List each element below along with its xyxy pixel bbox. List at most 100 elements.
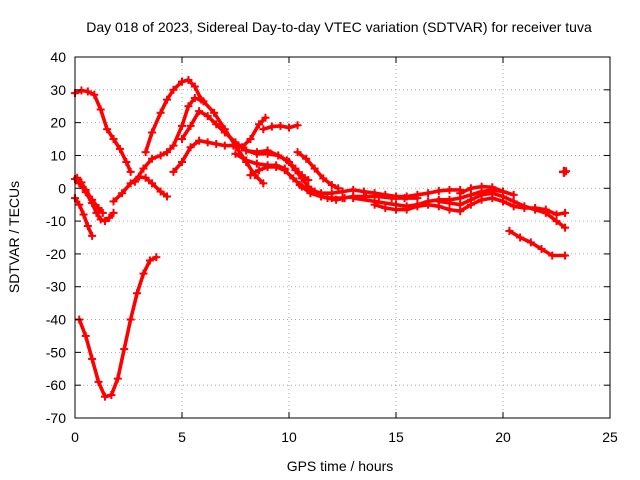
y-tick-label: 40 <box>50 49 66 65</box>
data-point <box>120 345 129 354</box>
data-point <box>83 87 92 96</box>
y-tick-label: -50 <box>46 344 66 360</box>
data-point <box>178 158 186 167</box>
data-point <box>327 189 336 198</box>
data-point <box>505 226 514 235</box>
y-tick-label: 0 <box>58 180 66 196</box>
data-point <box>109 135 118 144</box>
plot-area <box>71 75 571 401</box>
y-tick-label: -70 <box>46 410 66 426</box>
data-point <box>139 164 148 173</box>
y-tick-label: -20 <box>46 246 66 262</box>
axes: 0 5 10 15 20 25 -70 -60 -50 -40 -30 -20 -10 0 10 20 30 40 <box>46 49 618 445</box>
data-point <box>186 143 195 152</box>
data-point <box>392 192 400 201</box>
data-point <box>349 185 358 194</box>
data-point <box>267 122 276 131</box>
data-point <box>255 120 264 129</box>
data-point <box>148 154 157 163</box>
data-point <box>445 199 454 208</box>
data-point <box>105 213 114 222</box>
data-point <box>163 192 172 201</box>
y-tick-label: 10 <box>50 147 66 163</box>
data-point <box>210 108 219 117</box>
data-point <box>402 205 411 214</box>
data-point <box>77 178 86 187</box>
data-point <box>94 377 103 386</box>
data-point <box>297 174 306 183</box>
series-track-8 <box>133 96 266 186</box>
data-point <box>231 149 240 158</box>
data-point <box>466 195 475 204</box>
data-point <box>445 185 454 194</box>
data-point <box>359 187 368 196</box>
data-point <box>242 146 251 155</box>
data-point <box>293 148 302 157</box>
data-point <box>220 141 229 150</box>
y-tick-label: 20 <box>50 115 66 131</box>
data-point <box>424 189 433 198</box>
data-point <box>109 208 118 217</box>
data-point <box>255 166 264 175</box>
x-tick-label: 20 <box>495 429 511 445</box>
data-point <box>169 85 178 94</box>
data-point <box>526 238 535 247</box>
data-point <box>88 195 97 204</box>
data-point <box>133 289 142 298</box>
data-point <box>190 94 199 103</box>
data-point <box>477 190 486 199</box>
data-point <box>306 185 315 194</box>
data-point <box>156 108 165 117</box>
data-point <box>319 174 328 183</box>
data-point <box>537 244 546 253</box>
data-point <box>338 187 347 196</box>
x-tick-label: 0 <box>71 429 79 445</box>
y-tick-label: -10 <box>46 213 66 229</box>
data-point <box>163 95 172 104</box>
data-point <box>169 167 178 176</box>
data-point <box>261 113 270 122</box>
data-point <box>90 90 99 99</box>
data-point <box>295 180 304 189</box>
data-point <box>98 208 107 217</box>
data-point <box>178 135 186 144</box>
data-point <box>195 107 204 116</box>
data-point <box>88 231 97 240</box>
data-point <box>541 208 550 217</box>
data-point <box>199 97 208 106</box>
data-point <box>282 156 291 165</box>
data-point <box>126 179 135 188</box>
x-tick-label: 15 <box>388 429 404 445</box>
data-point <box>434 186 443 195</box>
data-point <box>184 102 193 111</box>
data-point <box>203 138 212 147</box>
data-point <box>259 125 268 134</box>
data-point <box>561 251 570 260</box>
data-point <box>73 173 82 182</box>
y-axis-label: SDTVAR / TECUs <box>6 181 22 293</box>
data-point <box>370 200 379 209</box>
data-point <box>75 200 84 209</box>
data-point <box>130 177 139 186</box>
data-point <box>203 112 212 121</box>
data-point <box>274 151 283 160</box>
data-point <box>302 154 311 163</box>
data-point <box>118 189 127 198</box>
data-point <box>456 189 465 198</box>
data-point <box>212 120 221 129</box>
data-point <box>96 105 105 114</box>
grid <box>75 57 610 418</box>
data-point <box>317 189 326 198</box>
data-point <box>148 179 157 188</box>
x-axis-label: GPS time / hours <box>287 458 394 474</box>
data-point <box>242 156 251 165</box>
data-point <box>291 166 300 175</box>
data-point <box>141 148 150 157</box>
data-point <box>252 159 261 168</box>
data-point <box>83 222 92 231</box>
data-point <box>466 184 475 193</box>
data-point <box>212 139 221 148</box>
data-point <box>109 197 118 206</box>
data-point <box>156 151 165 160</box>
